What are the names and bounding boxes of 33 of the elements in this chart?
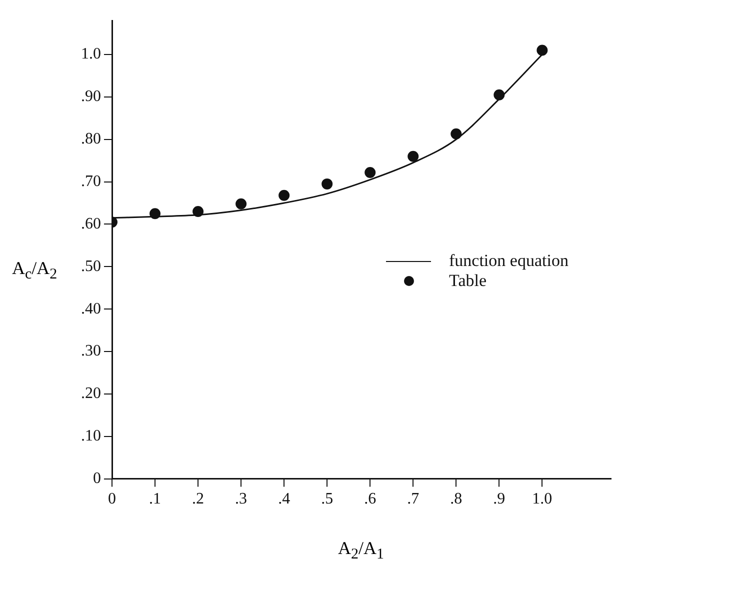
y-tick-label: 1.0 bbox=[81, 46, 101, 63]
point bbox=[236, 198, 247, 210]
y-tick-label: .70 bbox=[81, 173, 101, 190]
legend-label: function equation bbox=[449, 251, 568, 271]
y-tick-label: .40 bbox=[81, 300, 101, 318]
y-tick-label: 0 bbox=[93, 470, 101, 488]
point bbox=[536, 44, 548, 56]
x-tick-label: 0 bbox=[108, 490, 116, 508]
point bbox=[408, 150, 419, 162]
y-tick-label: .10 bbox=[81, 428, 101, 445]
legend-label: Table bbox=[449, 271, 487, 291]
y-tick-label: .80 bbox=[81, 130, 101, 148]
x-tick-label: .6 bbox=[364, 490, 376, 508]
y-tick-label: .20 bbox=[81, 385, 101, 402]
y-tick-label: .60 bbox=[81, 215, 101, 232]
y-axis-title: A$_{c}$/A$_{2}$ bbox=[12, 258, 58, 284]
point bbox=[278, 190, 290, 201]
x-tick-label: .7 bbox=[407, 490, 420, 508]
x-tick-label: 1.0 bbox=[532, 490, 552, 508]
y-tick-label: .90 bbox=[81, 88, 101, 106]
y-tick-label: .50 bbox=[81, 258, 101, 275]
x-tick-label: .5 bbox=[321, 490, 334, 508]
x-tick-label: .9 bbox=[493, 490, 506, 508]
x-tick-label: .3 bbox=[235, 490, 248, 508]
point bbox=[364, 166, 376, 178]
x-tick-label: .8 bbox=[450, 490, 462, 508]
y-tick-label: .30 bbox=[81, 342, 101, 360]
point bbox=[450, 128, 462, 140]
x-tick-label: .2 bbox=[192, 490, 204, 508]
x-tick-label: .1 bbox=[149, 490, 162, 508]
point bbox=[322, 178, 333, 190]
x-tick-label: .4 bbox=[278, 490, 290, 508]
x-axis-title: A$_{2}$/A$_{1}$ bbox=[338, 538, 384, 564]
